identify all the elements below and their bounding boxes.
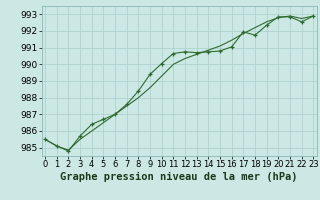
- X-axis label: Graphe pression niveau de la mer (hPa): Graphe pression niveau de la mer (hPa): [60, 172, 298, 182]
